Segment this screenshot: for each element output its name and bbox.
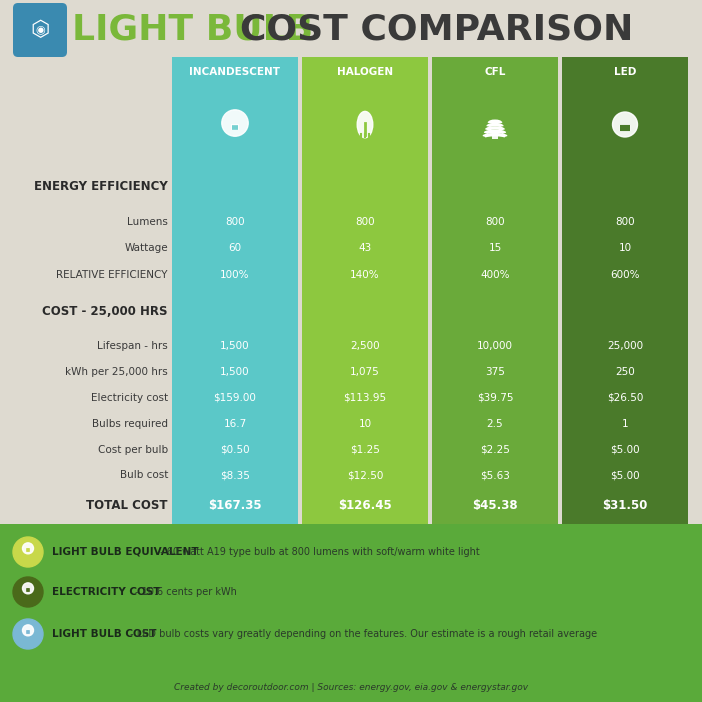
Text: TOTAL COST: TOTAL COST (86, 498, 168, 512)
Text: 140%: 140% (350, 270, 380, 280)
Text: Bulbs required: Bulbs required (92, 418, 168, 429)
Text: ◉: ◉ (35, 25, 45, 35)
Circle shape (13, 577, 43, 607)
Circle shape (613, 112, 637, 137)
Text: - 60 watt A19 type bulb at 800 lumens with soft/warm white light: - 60 watt A19 type bulb at 800 lumens wi… (157, 547, 479, 557)
Text: $126.45: $126.45 (338, 498, 392, 512)
Text: 60: 60 (228, 243, 241, 253)
Text: 800: 800 (225, 217, 245, 227)
Text: $113.95: $113.95 (343, 393, 387, 403)
Text: COST COMPARISON: COST COMPARISON (240, 13, 633, 47)
Text: 10,000: 10,000 (477, 341, 513, 351)
Text: 16.7: 16.7 (223, 418, 246, 429)
Text: Electricity cost: Electricity cost (91, 393, 168, 403)
Text: 1,075: 1,075 (350, 367, 380, 377)
FancyBboxPatch shape (492, 135, 498, 139)
Text: ⬡: ⬡ (30, 20, 50, 40)
Text: 10: 10 (618, 243, 632, 253)
Text: $39.75: $39.75 (477, 393, 513, 403)
Text: $12.50: $12.50 (347, 470, 383, 480)
Bar (302, 57, 428, 524)
Text: - 10.6 cents per kWh: - 10.6 cents per kWh (132, 587, 237, 597)
Circle shape (22, 543, 34, 554)
Text: 15: 15 (489, 243, 502, 253)
Text: ENERGY EFFICIENCY: ENERGY EFFICIENCY (34, 180, 168, 194)
Text: $1.25: $1.25 (350, 444, 380, 455)
Text: 375: 375 (485, 367, 505, 377)
Text: INCANDESCENT: INCANDESCENT (190, 67, 281, 77)
Text: CFL: CFL (484, 67, 505, 77)
Text: $45.38: $45.38 (472, 498, 518, 512)
Text: HALOGEN: HALOGEN (337, 67, 393, 77)
Circle shape (22, 625, 34, 636)
Bar (562, 57, 688, 524)
Text: RELATIVE EFFICIENCY: RELATIVE EFFICIENCY (56, 270, 168, 280)
FancyBboxPatch shape (619, 125, 630, 131)
Text: $5.00: $5.00 (610, 444, 640, 455)
Text: 600%: 600% (610, 270, 640, 280)
Text: LIGHT BULB: LIGHT BULB (72, 13, 326, 47)
Text: 2,500: 2,500 (350, 341, 380, 351)
Circle shape (13, 537, 43, 567)
Text: 25,000: 25,000 (607, 341, 643, 351)
Text: 2.5: 2.5 (486, 418, 503, 429)
Text: $159.00: $159.00 (213, 393, 256, 403)
Text: - LED bulb costs vary greatly depending on the features. Our estimate is a rough: - LED bulb costs vary greatly depending … (127, 629, 597, 639)
Text: Created by decoroutdoor.com | Sources: energy.gov, eia.gov & energystar.gov: Created by decoroutdoor.com | Sources: e… (174, 684, 528, 692)
Text: $0.50: $0.50 (220, 444, 250, 455)
Text: 100%: 100% (220, 270, 250, 280)
FancyBboxPatch shape (232, 124, 239, 130)
Text: LIGHT BULB COST: LIGHT BULB COST (52, 629, 157, 639)
Bar (432, 57, 558, 524)
FancyBboxPatch shape (27, 549, 29, 551)
FancyBboxPatch shape (13, 3, 67, 57)
Text: 43: 43 (359, 243, 371, 253)
Text: Cost per bulb: Cost per bulb (98, 444, 168, 455)
Text: $167.35: $167.35 (208, 498, 262, 512)
Text: kWh per 25,000 hrs: kWh per 25,000 hrs (65, 367, 168, 377)
Text: $5.63: $5.63 (480, 470, 510, 480)
Text: 800: 800 (615, 217, 635, 227)
Text: Lifespan - hrs: Lifespan - hrs (98, 341, 168, 351)
Text: 10: 10 (359, 418, 371, 429)
Text: Wattage: Wattage (124, 243, 168, 253)
Text: 250: 250 (615, 367, 635, 377)
Circle shape (22, 583, 34, 594)
Circle shape (222, 110, 249, 136)
FancyBboxPatch shape (27, 631, 29, 633)
Text: $31.50: $31.50 (602, 498, 648, 512)
FancyBboxPatch shape (27, 589, 29, 591)
Text: 400%: 400% (480, 270, 510, 280)
Text: 1,500: 1,500 (220, 341, 250, 351)
Text: COST - 25,000 HRS: COST - 25,000 HRS (43, 305, 168, 318)
Text: Lumens: Lumens (127, 217, 168, 227)
Text: 800: 800 (485, 217, 505, 227)
Text: Bulb cost: Bulb cost (119, 470, 168, 480)
Text: $26.50: $26.50 (607, 393, 643, 403)
Text: $8.35: $8.35 (220, 470, 250, 480)
Text: 800: 800 (355, 217, 375, 227)
Text: $2.25: $2.25 (480, 444, 510, 455)
Bar (172, 57, 298, 524)
Text: LED: LED (614, 67, 636, 77)
Bar (0, 524, 702, 702)
Text: LIGHT BULB EQUIVALENT: LIGHT BULB EQUIVALENT (52, 547, 199, 557)
Text: ELECTRICITY COST: ELECTRICITY COST (52, 587, 161, 597)
Text: $5.00: $5.00 (610, 470, 640, 480)
Text: 1: 1 (622, 418, 628, 429)
Ellipse shape (357, 112, 373, 138)
Text: 1,500: 1,500 (220, 367, 250, 377)
Circle shape (13, 619, 43, 649)
